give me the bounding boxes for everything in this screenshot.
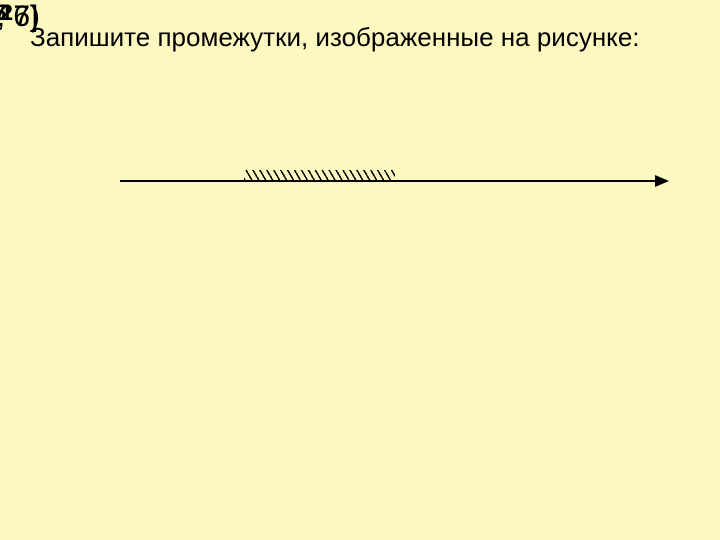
answer-2: (-1; 7): [0, 0, 40, 34]
line-1-interval-hatch: [244, 170, 395, 180]
page: Запишите промежутки, изображенные на рис…: [0, 0, 720, 540]
line-1-axis: [120, 180, 655, 182]
number-line-1: - 2 6: [0, 0, 720, 540]
line-1-arrowhead: [655, 175, 669, 187]
